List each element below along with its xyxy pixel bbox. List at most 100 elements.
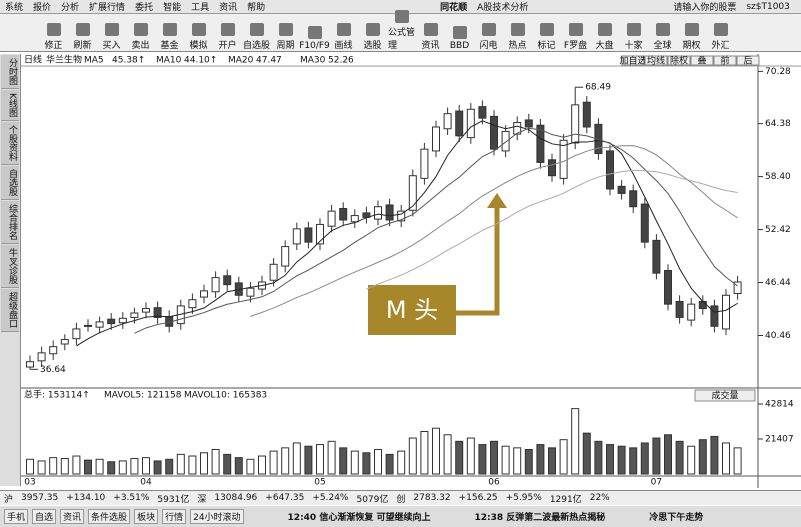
status-item: +3.51% xyxy=(113,493,150,503)
candle-body xyxy=(466,108,475,139)
toolbar-label: F10/F9 xyxy=(299,41,330,51)
toolbar-button[interactable]: 周期 xyxy=(272,23,299,51)
candle-body xyxy=(95,321,104,328)
legend-name: MA20 xyxy=(228,56,254,66)
sidebar-tab[interactable]: 自选股 xyxy=(1,165,19,200)
menu-item[interactable]: 资讯 xyxy=(219,3,238,13)
volume-bar xyxy=(37,460,46,475)
menu-item[interactable]: 扩展行情 xyxy=(89,3,126,13)
arrow-head xyxy=(487,193,507,208)
toolbar-button[interactable]: 全球 xyxy=(649,23,676,51)
bottom-tab[interactable]: 自选 xyxy=(32,509,57,524)
toolbar-button[interactable]: 热点 xyxy=(504,23,531,51)
toolbar-icon xyxy=(597,23,612,36)
legend-value: 44.10↑ xyxy=(184,56,217,66)
chart-button xyxy=(667,55,691,66)
menu-item[interactable]: 工具 xyxy=(191,3,210,13)
x-tick-label: 06 xyxy=(488,478,500,488)
toolbar-button[interactable]: 标记 xyxy=(533,23,560,51)
chart-button-label: 均线 xyxy=(647,55,665,67)
y-tick-label: 58.40 xyxy=(765,172,791,182)
toolbar-button[interactable]: 闪电 xyxy=(475,23,502,51)
sidebar-tab[interactable]: K线图 xyxy=(1,90,19,121)
toolbar-button[interactable]: 修正 xyxy=(40,23,67,51)
volume-bar xyxy=(397,450,406,475)
chart-button xyxy=(644,55,668,66)
toolbar-button[interactable]: 资讯 xyxy=(417,23,444,51)
toolbar-button[interactable]: 买入 xyxy=(98,23,125,51)
toolbar-icon xyxy=(626,23,641,36)
bottom-tab[interactable]: 行情 xyxy=(162,509,187,524)
sidebar-tab[interactable]: 分时图 xyxy=(1,55,19,89)
toolbar-button[interactable]: 自选股 xyxy=(243,23,270,51)
candle-body xyxy=(733,281,742,295)
toolbar-label: 修正 xyxy=(44,41,63,51)
candle-body xyxy=(153,307,162,318)
toolbar-button[interactable]: 外汇 xyxy=(707,23,734,51)
toolbar-button[interactable]: 大盘 xyxy=(591,23,618,51)
menu-item[interactable]: 系统 xyxy=(5,3,24,13)
toolbar-button[interactable]: 十家 xyxy=(620,23,647,51)
y-tick-label: 52.42 xyxy=(765,225,791,235)
bottom-tab[interactable]: 24小时滚动 xyxy=(190,509,244,524)
menu-item[interactable]: 分析 xyxy=(61,3,80,13)
menu-item[interactable]: 帮助 xyxy=(247,3,266,13)
news-item: 12:38 反弹第二波最新热点揭秘 xyxy=(474,513,606,523)
toolbar-button[interactable]: 期权 xyxy=(678,23,705,51)
menu-item[interactable]: 委托 xyxy=(135,3,154,13)
toolbar-label: 画线 xyxy=(334,41,353,51)
candle-body xyxy=(490,115,498,150)
candle-body xyxy=(536,124,545,163)
candle-body xyxy=(698,300,707,310)
candle-body xyxy=(200,290,208,298)
bottom-tab[interactable]: 手机 xyxy=(4,509,29,524)
sidebar-tab[interactable]: 牛叉诊股 xyxy=(1,244,19,288)
bottom-tab[interactable]: 条件选股 xyxy=(88,509,131,524)
toolbar-icon xyxy=(394,10,409,23)
chart-button xyxy=(690,55,714,66)
candle-body xyxy=(443,113,452,130)
legend-value: 52.26 xyxy=(328,56,354,66)
menu-item[interactable]: 智能 xyxy=(163,3,182,13)
volume-bar xyxy=(211,448,220,475)
x-tick-label: 04 xyxy=(140,478,152,488)
sidebar-tab[interactable]: 综合排名 xyxy=(1,200,19,244)
toolbar-button[interactable]: 卖出 xyxy=(127,23,154,51)
search-hint: 请输入你的股票 xyxy=(673,3,737,13)
toolbar-button[interactable]: F10/F9 xyxy=(299,26,330,51)
sidebar-tab[interactable]: 超级盘口 xyxy=(1,288,19,332)
toolbar-button[interactable]: 基金 xyxy=(156,23,183,51)
high-label: 68.49 xyxy=(585,83,611,93)
toolbar-label: 资讯 xyxy=(421,41,440,51)
toolbar-button[interactable]: 选股 xyxy=(359,23,386,51)
toolbar-button[interactable]: 刷新 xyxy=(69,23,96,51)
candle-body xyxy=(281,246,290,267)
toolbar-label: 闪电 xyxy=(479,41,498,51)
bottom-tab[interactable]: 板块 xyxy=(134,509,159,524)
candle-body xyxy=(687,303,696,321)
candle-body xyxy=(501,130,510,152)
chart-button-label: 后 xyxy=(743,56,752,67)
volume-bar xyxy=(153,460,162,475)
volume-bar xyxy=(710,435,719,475)
volume-bar xyxy=(72,455,81,475)
candle-body xyxy=(664,269,672,305)
candle-body xyxy=(72,328,81,340)
volume-bar xyxy=(188,455,197,475)
menu-item[interactable]: 报价 xyxy=(33,3,52,13)
toolbar-button[interactable]: F罗盘 xyxy=(562,23,589,51)
status-item: 22% xyxy=(589,493,610,503)
legend-value: 47.47 xyxy=(256,56,282,66)
sidebar-tab[interactable]: 个股资料 xyxy=(1,121,19,165)
toolbar-label: BBD xyxy=(449,41,470,51)
status-item: +647.35 xyxy=(265,493,305,503)
toolbar-button[interactable]: BBD xyxy=(446,26,473,51)
legend-name: MA30 xyxy=(300,56,326,66)
toolbar-button[interactable]: 画线 xyxy=(330,23,357,51)
bottom-tab[interactable]: 资讯 xyxy=(60,509,85,524)
toolbar-button[interactable]: 模拟 xyxy=(185,23,212,51)
annotation-box xyxy=(368,285,456,335)
toolbar-button[interactable]: 开户 xyxy=(214,23,241,51)
toolbar-button[interactable]: 公式管理 xyxy=(388,10,415,51)
